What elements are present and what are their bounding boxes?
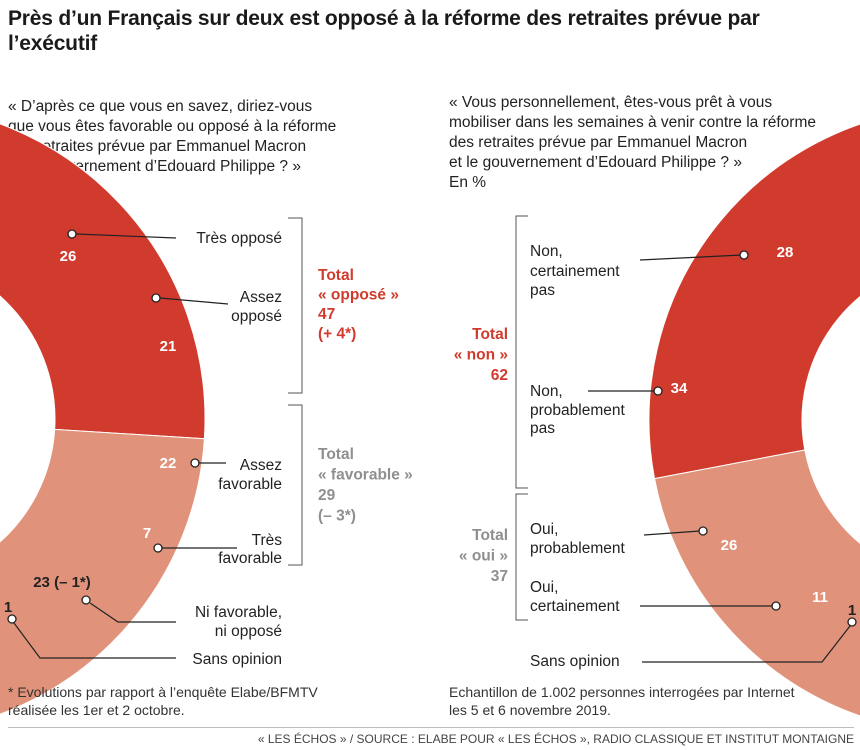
left-value-label: 26 (60, 248, 77, 265)
right-unit: En % (449, 174, 487, 191)
right-question-line: des retraites prévue par Emmanuel Macron (449, 134, 748, 151)
left-footnote: * Evolutions par rapport à l’enquête Ela… (8, 683, 338, 719)
right-cat-label: certainement (530, 263, 620, 280)
right-value-label: 28 (777, 244, 794, 261)
right-cat-label: Oui, (530, 521, 558, 538)
left-leader-dot (81, 595, 91, 605)
left-cat-label: Assez (240, 457, 282, 474)
left-cat-label: favorable (218, 476, 282, 493)
right-value-label: 34 (671, 380, 688, 397)
left-cat-label: Ni favorable, (195, 604, 282, 621)
right-cat-label: pas (530, 282, 555, 299)
right-footnote-line: les 5 et 6 novembre 2019. (449, 702, 611, 718)
right-total-oui: « oui » (459, 548, 508, 565)
left-leader-line (89, 602, 176, 623)
right-cat-label: Sans opinion (530, 653, 620, 670)
left-question-line: que vous êtes favorable ou opposé à la r… (8, 118, 337, 135)
right-leader-dot (653, 386, 663, 396)
right-leader-line (642, 625, 851, 663)
right-leader-dot (771, 601, 781, 611)
right-footnote: Echantillon de 1.002 personnes interrogé… (449, 683, 809, 719)
right-value-label: 1 (848, 602, 856, 619)
left-slice-1 (0, 428, 205, 715)
left-total-favorable: Total (318, 446, 354, 463)
left-cat-label: Très (252, 532, 283, 549)
right-question-line: mobiliser dans les semaines à venir cont… (449, 114, 816, 131)
right-question-line: et le gouvernement d’Edouard Philippe ? … (449, 154, 742, 171)
left-leader-line (159, 297, 229, 305)
left-total-oppose: « opposé » (318, 287, 399, 304)
right-total-non: Total (472, 326, 508, 343)
right-bracket-non (515, 215, 528, 489)
left-total-oppose: Total (318, 267, 354, 284)
source-divider (8, 727, 854, 728)
left-leader-line (75, 233, 177, 239)
left-total-favorable: (– 3*) (318, 508, 356, 525)
left-bracket-favorable (288, 404, 303, 566)
right-leader-dot (698, 526, 708, 536)
right-total-non: « non » (454, 347, 508, 364)
right-total-oui: 37 (491, 568, 508, 585)
left-cat-label: Assez (240, 289, 282, 306)
left-total-oppose: (+ 4*) (318, 326, 356, 343)
right-cat-label: probablement (530, 540, 625, 557)
right-total-oui: Total (472, 527, 508, 544)
left-slice-0 (0, 123, 206, 440)
right-leader-dot (739, 250, 749, 260)
left-question-line: des retraites prévue par Emmanuel Macron (8, 138, 307, 155)
left-footnote-line: * Evolutions par rapport à l’enquête Ela… (8, 684, 318, 700)
left-value-label: 23 (– 1*) (33, 574, 91, 591)
right-slice-1 (653, 449, 860, 717)
left-total-favorable: 29 (318, 487, 336, 504)
right-value-label: 11 (812, 589, 828, 606)
right-leader-dot (847, 617, 857, 627)
right-total-non: 62 (491, 367, 508, 384)
right-cat-label: Non, (530, 383, 563, 400)
left-bracket-oppose (288, 217, 303, 394)
left-value-label: 1 (4, 599, 12, 616)
left-cat-label: ni opposé (215, 623, 282, 640)
left-cat-label: favorable (218, 550, 282, 567)
left-cat-label: Très opposé (196, 230, 282, 247)
page-title: Près d’un Français sur deux est opposé à… (8, 7, 760, 55)
left-value-label: 21 (160, 338, 177, 355)
right-leader-line (639, 254, 743, 261)
right-value-label: 26 (721, 537, 738, 554)
right-question-line: « Vous personnellement, êtes-vous prêt à… (449, 94, 773, 111)
right-cat-label: probablement (530, 402, 625, 419)
right-cat-label: Non, (530, 243, 563, 260)
left-cat-label: Sans opinion (192, 651, 282, 668)
left-value-label: 22 (160, 455, 177, 472)
source-credit: « LES ÉCHOS » / SOURCE : ELABE POUR « LE… (257, 732, 854, 746)
right-leader-line (643, 530, 701, 536)
left-leader-dot (151, 293, 161, 303)
left-leader-dot (153, 543, 163, 553)
right-footnote-line: Echantillon de 1.002 personnes interrogé… (449, 684, 795, 700)
left-value-label: 7 (143, 525, 151, 542)
left-total-favorable: « favorable » (318, 467, 413, 484)
left-footnote-line: réalisée les 1er et 2 octobre. (8, 702, 185, 718)
right-cat-label: Oui, (530, 579, 558, 596)
left-leader-dot (7, 614, 17, 624)
left-leader-line (13, 622, 176, 659)
left-leader-dot (190, 458, 200, 468)
left-total-oppose: 47 (318, 306, 335, 323)
right-bracket-oui (515, 493, 528, 621)
right-cat-label: certainement (530, 598, 620, 615)
right-cat-label: pas (530, 420, 555, 437)
right-question: « Vous personnellement, êtes-vous prêt à… (449, 93, 859, 193)
left-leader-dot (67, 229, 77, 239)
right-slice-0 (648, 123, 860, 480)
left-question-line: « D’après ce que vous en savez, diriez-v… (8, 98, 313, 115)
left-cat-label: opposé (231, 308, 282, 325)
